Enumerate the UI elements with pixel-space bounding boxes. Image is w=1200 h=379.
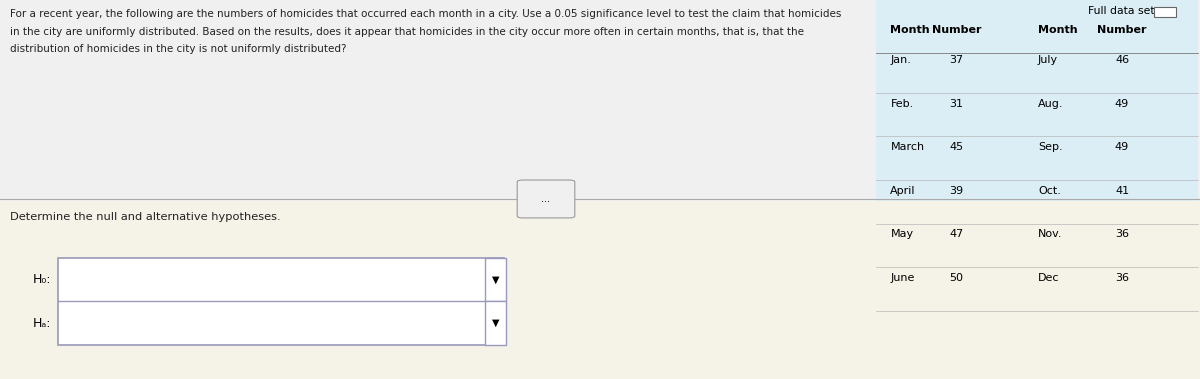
- Text: Dec: Dec: [1038, 273, 1060, 283]
- Bar: [485, 258, 506, 301]
- Bar: [0, 0, 1200, 201]
- Text: March: March: [890, 142, 924, 152]
- Text: Oct.: Oct.: [1038, 186, 1061, 196]
- Text: 39: 39: [949, 186, 964, 196]
- Text: Feb.: Feb.: [890, 99, 913, 108]
- FancyBboxPatch shape: [58, 258, 504, 345]
- Text: Aug.: Aug.: [1038, 99, 1063, 108]
- Text: 49: 49: [1115, 99, 1129, 108]
- Text: 47: 47: [949, 229, 964, 239]
- Bar: [485, 301, 506, 345]
- Text: 41: 41: [1115, 186, 1129, 196]
- Text: May: May: [890, 229, 913, 239]
- Text: July: July: [1038, 55, 1058, 65]
- Text: 50: 50: [949, 273, 964, 283]
- Text: 37: 37: [949, 55, 964, 65]
- Text: April: April: [890, 186, 916, 196]
- Text: in the city are uniformly distributed. Based on the results, does it appear that: in the city are uniformly distributed. B…: [10, 27, 804, 36]
- Text: 36: 36: [1115, 273, 1129, 283]
- FancyBboxPatch shape: [1154, 7, 1176, 17]
- Text: Hₐ:: Hₐ:: [34, 316, 52, 330]
- Text: Determine the null and alternative hypotheses.: Determine the null and alternative hypot…: [10, 212, 281, 222]
- Text: H₀:: H₀:: [34, 273, 52, 286]
- Text: 46: 46: [1115, 55, 1129, 65]
- Text: Number: Number: [1097, 25, 1147, 34]
- Text: distribution of homicides in the city is not uniformly distributed?: distribution of homicides in the city is…: [10, 44, 346, 53]
- Text: Full data set: Full data set: [1087, 6, 1154, 16]
- Text: ▼: ▼: [492, 274, 499, 285]
- Text: 45: 45: [949, 142, 964, 152]
- Text: 31: 31: [949, 99, 964, 108]
- Text: Number: Number: [931, 25, 982, 34]
- Text: 49: 49: [1115, 142, 1129, 152]
- Text: ...: ...: [541, 194, 551, 204]
- Bar: [0, 201, 1200, 379]
- FancyBboxPatch shape: [517, 180, 575, 218]
- Bar: [876, 0, 1198, 201]
- Text: Month: Month: [890, 25, 930, 34]
- Text: ▼: ▼: [492, 318, 499, 328]
- Text: Sep.: Sep.: [1038, 142, 1063, 152]
- Text: For a recent year, the following are the numbers of homicides that occurred each: For a recent year, the following are the…: [10, 9, 841, 19]
- Text: Month: Month: [1038, 25, 1078, 34]
- Text: June: June: [890, 273, 914, 283]
- Text: 36: 36: [1115, 229, 1129, 239]
- Text: Jan.: Jan.: [890, 55, 911, 65]
- Text: Nov.: Nov.: [1038, 229, 1062, 239]
